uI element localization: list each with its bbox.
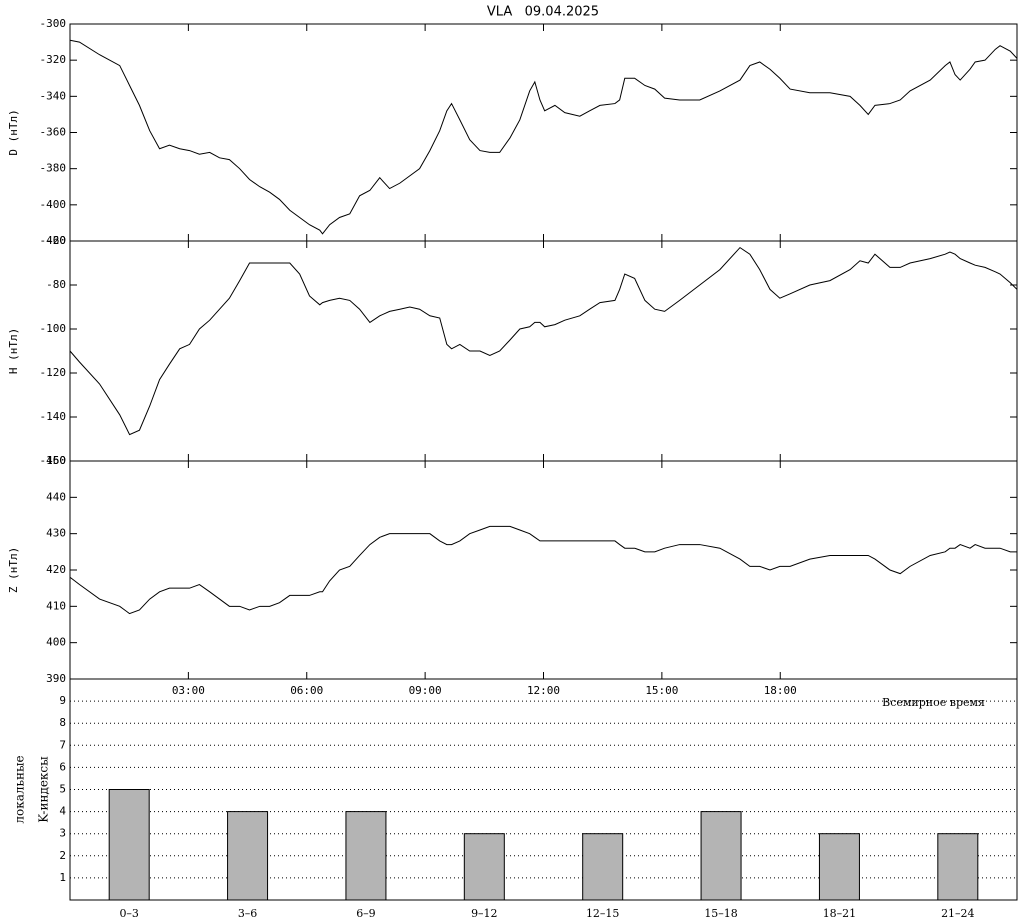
y-tick-label: -80 [46,278,66,291]
y-tick-label: 420 [46,563,66,576]
y-tick-label: -360 [40,126,67,139]
y-tick-label: 2 [59,849,66,862]
y-tick-label: 430 [46,527,66,540]
bar [463,833,505,901]
y-tick-label: -320 [40,53,67,66]
y-axis-label: локальные [13,755,27,823]
y-tick-label: -340 [40,89,67,102]
y-tick-label: -300 [40,17,67,30]
y-tick-label: -400 [40,198,67,211]
y-tick-label: -100 [40,322,67,335]
y-axis-label: Z (нТл) [7,547,20,593]
y-tick-label: -140 [40,410,67,423]
x-tick-label: 18–21 [823,907,857,920]
y-tick-label: 9 [59,694,66,707]
y-tick-label: 1 [59,871,66,884]
y-tick-label: 410 [46,599,66,612]
bar [108,789,150,901]
x-tick-label: 12:00 [527,684,560,697]
chart-title: VLA 09.04.2025 [487,5,599,20]
y-tick-label: -60 [46,234,66,247]
panel-frame [69,240,1018,462]
y-tick-label: 8 [59,716,66,729]
x-tick-label: 09:00 [409,684,442,697]
y-tick-label: 450 [46,454,66,467]
x-tick-label: 21–24 [941,907,975,920]
panel-frame [69,23,1018,242]
y-axis-label: H (нТл) [7,328,20,374]
panel-frame [69,460,1018,680]
y-tick-label: -160 [40,454,67,467]
y-tick-label: 7 [59,738,66,751]
bar [937,833,979,901]
y-tick-label: 6 [59,760,66,773]
y-tick-label: 440 [46,490,66,503]
x-tick-label: 9–12 [471,907,498,920]
y-tick-label: 390 [46,672,66,685]
bar [227,811,269,901]
y-tick-label: -420 [40,234,67,247]
data-line [69,246,1018,436]
x-tick-label: 18:00 [764,684,797,697]
y-tick-label: 3 [59,827,66,840]
y-axis-label: K-индексы [37,756,51,823]
y-tick-label: -120 [40,366,67,379]
x-tick-label: 0–3 [119,907,139,920]
y-tick-label: -380 [40,162,67,175]
bar [582,833,624,901]
x-tick-label: 3–6 [238,907,258,920]
x-tick-label: 03:00 [172,684,205,697]
bar [700,811,742,901]
y-tick-label: 5 [59,783,66,796]
y-tick-label: 4 [59,805,66,818]
data-line [69,39,1018,235]
data-line [69,525,1017,615]
bar [345,811,387,901]
y-axis-label: D (нТл) [7,109,20,155]
x-axis-label: Всемирное время [882,696,985,709]
x-tick-label: 15:00 [645,684,678,697]
y-tick-label: 400 [46,636,66,649]
x-tick-label: 6–9 [356,907,376,920]
bar [818,833,860,901]
x-tick-label: 06:00 [290,684,323,697]
x-tick-label: 12–15 [586,907,620,920]
x-tick-label: 15–18 [704,907,738,920]
